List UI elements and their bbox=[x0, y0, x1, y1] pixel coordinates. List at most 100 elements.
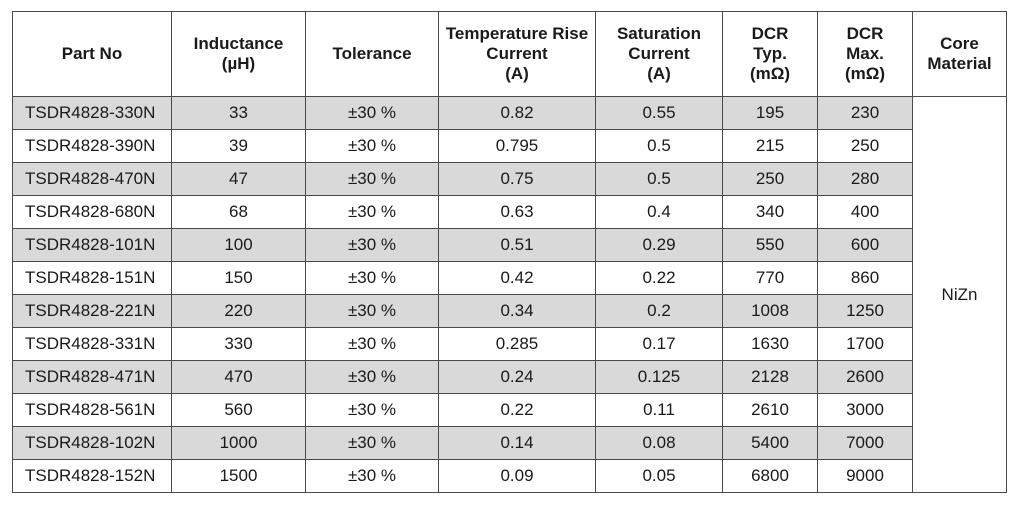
temperature-rise-current-cell: 0.09 bbox=[438, 459, 596, 493]
saturation-current-cell: 0.55 bbox=[595, 96, 723, 130]
table-row: TSDR4828-561N 560 ±30 % 0.22 0.11 2610 3000 bbox=[12, 393, 1007, 427]
dcr-typ-cell: 2128 bbox=[722, 360, 818, 394]
saturation-current-cell: 0.08 bbox=[595, 426, 723, 460]
header-dcr-typ: DCR Typ. (mΩ) bbox=[722, 11, 818, 97]
tolerance-cell: ±30 % bbox=[305, 228, 439, 262]
part-no-cell: TSDR4828-102N bbox=[12, 426, 172, 460]
dcr-max-cell: 3000 bbox=[817, 393, 913, 427]
table-row: TSDR4828-152N 1500 ±30 % 0.09 0.05 6800 9000 bbox=[12, 459, 1007, 493]
part-no-cell: TSDR4828-101N bbox=[12, 228, 172, 262]
part-no-cell: TSDR4828-390N bbox=[12, 129, 172, 163]
dcr-max-cell: 400 bbox=[817, 195, 913, 229]
dcr-max-cell: 250 bbox=[817, 129, 913, 163]
inductance-cell: 68 bbox=[171, 195, 306, 229]
part-no-cell: TSDR4828-470N bbox=[12, 162, 172, 196]
tolerance-cell: ±30 % bbox=[305, 459, 439, 493]
tolerance-cell: ±30 % bbox=[305, 426, 439, 460]
temperature-rise-current-cell: 0.63 bbox=[438, 195, 596, 229]
saturation-current-cell: 0.05 bbox=[595, 459, 723, 493]
table-row: TSDR4828-470N 47 ±30 % 0.75 0.5 250 280 bbox=[12, 162, 1007, 196]
inductance-cell: 330 bbox=[171, 327, 306, 361]
dcr-max-cell: 1250 bbox=[817, 294, 913, 328]
dcr-max-cell: 230 bbox=[817, 96, 913, 130]
dcr-typ-cell: 6800 bbox=[722, 459, 818, 493]
dcr-typ-cell: 250 bbox=[722, 162, 818, 196]
table-row: TSDR4828-151N 150 ±30 % 0.42 0.22 770 860 bbox=[12, 261, 1007, 295]
core-material-cell: NiZn bbox=[912, 96, 1007, 493]
tolerance-cell: ±30 % bbox=[305, 162, 439, 196]
dcr-typ-cell: 215 bbox=[722, 129, 818, 163]
temperature-rise-current-cell: 0.22 bbox=[438, 393, 596, 427]
temperature-rise-current-cell: 0.82 bbox=[438, 96, 596, 130]
temperature-rise-current-cell: 0.285 bbox=[438, 327, 596, 361]
tolerance-cell: ±30 % bbox=[305, 261, 439, 295]
table-row: TSDR4828-330N 33 ±30 % 0.82 0.55 195 230 NiZn bbox=[12, 96, 1007, 493]
header-core-material: Core Material bbox=[912, 11, 1007, 97]
inductance-cell: 33 bbox=[171, 96, 306, 130]
saturation-current-cell: 0.29 bbox=[595, 228, 723, 262]
inductance-cell: 100 bbox=[171, 228, 306, 262]
part-no-cell: TSDR4828-680N bbox=[12, 195, 172, 229]
saturation-current-cell: 0.22 bbox=[595, 261, 723, 295]
part-no-cell: TSDR4828-331N bbox=[12, 327, 172, 361]
inductance-cell: 150 bbox=[171, 261, 306, 295]
header-temperature-rise-current: Temperature Rise Current (A) bbox=[438, 11, 596, 97]
saturation-current-cell: 0.125 bbox=[595, 360, 723, 394]
table-row: TSDR4828-680N 68 ±30 % 0.63 0.4 340 400 bbox=[12, 195, 1007, 229]
saturation-current-cell: 0.5 bbox=[595, 162, 723, 196]
tolerance-cell: ±30 % bbox=[305, 129, 439, 163]
temperature-rise-current-cell: 0.75 bbox=[438, 162, 596, 196]
dcr-max-cell: 600 bbox=[817, 228, 913, 262]
tolerance-cell: ±30 % bbox=[305, 393, 439, 427]
table-row: TSDR4828-331N 330 ±30 % 0.285 0.17 1630 1700 bbox=[12, 327, 1007, 361]
tolerance-cell: ±30 % bbox=[305, 327, 439, 361]
inductance-cell: 560 bbox=[171, 393, 306, 427]
table-row: TSDR4828-221N 220 ±30 % 0.34 0.2 1008 1250 bbox=[12, 294, 1007, 328]
part-no-cell: TSDR4828-471N bbox=[12, 360, 172, 394]
dcr-typ-cell: 770 bbox=[722, 261, 818, 295]
header-saturation-current: Saturation Current (A) bbox=[595, 11, 723, 97]
part-no-cell: TSDR4828-221N bbox=[12, 294, 172, 328]
temperature-rise-current-cell: 0.14 bbox=[438, 426, 596, 460]
dcr-max-cell: 860 bbox=[817, 261, 913, 295]
inductance-cell: 39 bbox=[171, 129, 306, 163]
tolerance-cell: ±30 % bbox=[305, 195, 439, 229]
dcr-max-cell: 1700 bbox=[817, 327, 913, 361]
temperature-rise-current-cell: 0.795 bbox=[438, 129, 596, 163]
dcr-typ-cell: 1008 bbox=[722, 294, 818, 328]
header-tolerance: Tolerance bbox=[305, 11, 439, 97]
part-no-cell: TSDR4828-151N bbox=[12, 261, 172, 295]
tolerance-cell: ±30 % bbox=[305, 96, 439, 130]
inductance-cell: 470 bbox=[171, 360, 306, 394]
dcr-typ-cell: 5400 bbox=[722, 426, 818, 460]
table-row: TSDR4828-471N 470 ±30 % 0.24 0.125 2128 2600 bbox=[12, 360, 1007, 394]
table-row: TSDR4828-101N 100 ±30 % 0.51 0.29 550 600 bbox=[12, 228, 1007, 262]
dcr-max-cell: 280 bbox=[817, 162, 913, 196]
inductance-cell: 1000 bbox=[171, 426, 306, 460]
inductance-cell: 220 bbox=[171, 294, 306, 328]
dcr-typ-cell: 195 bbox=[722, 96, 818, 130]
part-no-cell: TSDR4828-152N bbox=[12, 459, 172, 493]
temperature-rise-current-cell: 0.34 bbox=[438, 294, 596, 328]
dcr-typ-cell: 550 bbox=[722, 228, 818, 262]
table-body: TSDR4828-330N 33 ±30 % 0.82 0.55 195 230 NiZn TS… bbox=[12, 96, 1007, 493]
temperature-rise-current-cell: 0.51 bbox=[438, 228, 596, 262]
dcr-typ-cell: 2610 bbox=[722, 393, 818, 427]
header-dcr-max: DCR Max. (mΩ) bbox=[817, 11, 913, 97]
table-row: TSDR4828-102N 1000 ±30 % 0.14 0.08 5400 7000 bbox=[12, 426, 1007, 460]
tolerance-cell: ±30 % bbox=[305, 294, 439, 328]
inductance-cell: 47 bbox=[171, 162, 306, 196]
dcr-typ-cell: 1630 bbox=[722, 327, 818, 361]
dcr-typ-cell: 340 bbox=[722, 195, 818, 229]
inductor-spec-table: Part No Inductance (µH) Tolerance Temper… bbox=[12, 11, 1007, 493]
temperature-rise-current-cell: 0.42 bbox=[438, 261, 596, 295]
saturation-current-cell: 0.11 bbox=[595, 393, 723, 427]
dcr-max-cell: 2600 bbox=[817, 360, 913, 394]
part-no-cell: TSDR4828-330N bbox=[12, 96, 172, 130]
saturation-current-cell: 0.5 bbox=[595, 129, 723, 163]
header-row: Part No Inductance (µH) Tolerance Temper… bbox=[12, 11, 1007, 97]
tolerance-cell: ±30 % bbox=[305, 360, 439, 394]
table-row: TSDR4828-390N 39 ±30 % 0.795 0.5 215 250 bbox=[12, 129, 1007, 163]
saturation-current-cell: 0.17 bbox=[595, 327, 723, 361]
temperature-rise-current-cell: 0.24 bbox=[438, 360, 596, 394]
